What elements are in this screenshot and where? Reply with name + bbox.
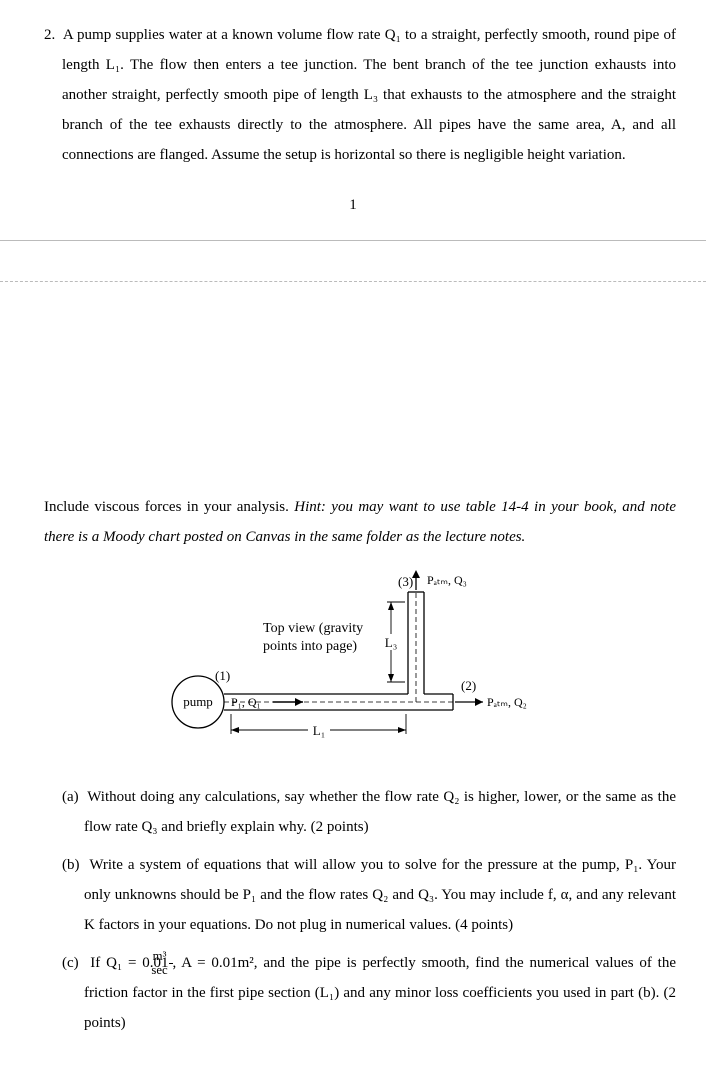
top-view-line1: Top view (gravity xyxy=(263,621,363,636)
L1-label: L₁ xyxy=(313,723,325,738)
tee-junction-diagram: pump (1) P₁, Q₁ (2) Pₐₜₘ, Q₂ (3) Pₐₜₘ, Q… xyxy=(143,562,563,762)
part-b-text: Write a system of equations that will al… xyxy=(84,857,676,933)
intro-text: A pump supplies water at a known volume … xyxy=(62,27,676,163)
part-a-text: Without doing any calculations, say whet… xyxy=(84,789,676,835)
node1-sub: P₁, Q₁ xyxy=(231,695,261,709)
figure: pump (1) P₁, Q₁ (2) Pₐₜₘ, Q₂ (3) Pₐₜₘ, Q… xyxy=(30,562,676,762)
part-a-label: (a) xyxy=(62,789,79,805)
subparts: (a) Without doing any calculations, say … xyxy=(30,782,676,1038)
part-c: (c) If Q₁ = 0.01m³sec, A = 0.01m², and t… xyxy=(62,948,676,1038)
node1-label: (1) xyxy=(215,668,230,683)
node3-sub: Pₐₜₘ, Q₃ xyxy=(427,573,467,587)
pump-label: pump xyxy=(183,694,213,709)
hint-paragraph: Include viscous forces in your analysis.… xyxy=(30,492,676,552)
part-b-label: (b) xyxy=(62,857,80,873)
L3-label: L₃ xyxy=(385,635,397,650)
page-number: 1 xyxy=(30,190,676,220)
node2-label: (2) xyxy=(461,678,476,693)
hint-prefix: Include viscous forces in your analysis. xyxy=(44,499,294,515)
node3-label: (3) xyxy=(398,574,413,589)
node2-sub: Pₐₜₘ, Q₂ xyxy=(487,695,527,709)
part-c-label: (c) xyxy=(62,955,79,971)
part-b: (b) Write a system of equations that wil… xyxy=(62,850,676,940)
part-a: (a) Without doing any calculations, say … xyxy=(62,782,676,842)
problem-number: 2. xyxy=(44,27,55,43)
part-c-rest: , A = 0.01m², and the pipe is perfectly … xyxy=(84,955,676,1031)
page-separator xyxy=(0,240,706,282)
top-view-line2: points into page) xyxy=(263,639,357,654)
problem-intro: 2. A pump supplies water at a known volu… xyxy=(30,20,676,170)
blank-space xyxy=(30,312,676,492)
